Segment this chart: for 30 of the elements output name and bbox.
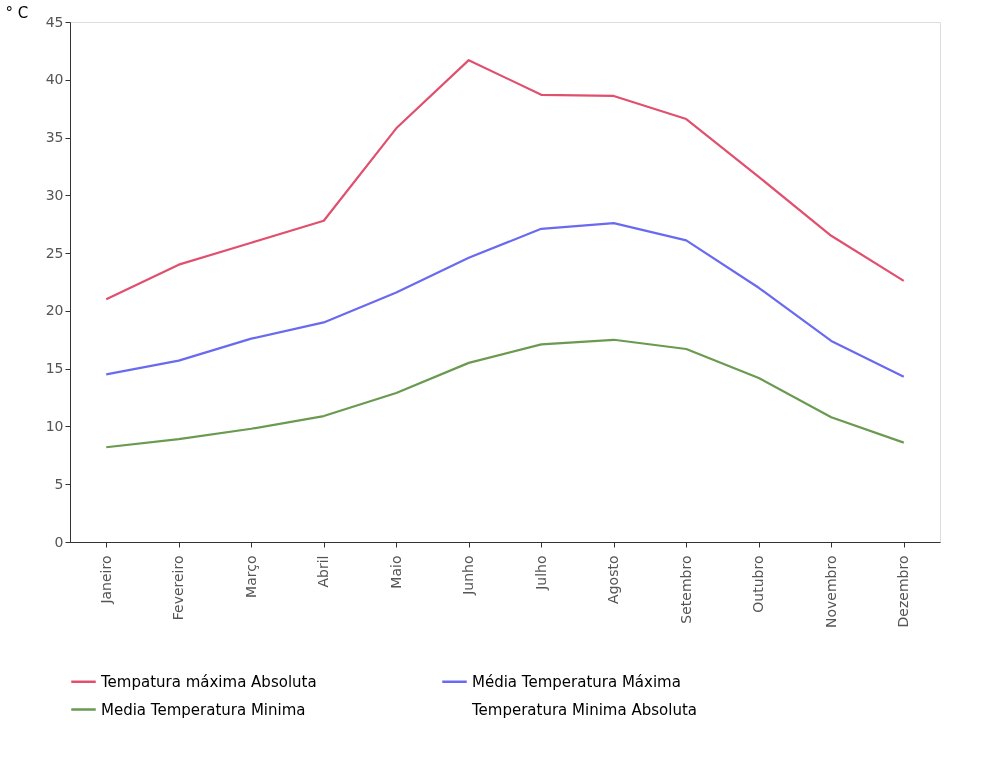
line-series bbox=[105, 59, 905, 301]
x-tick-label: Dezembro bbox=[895, 555, 912, 628]
x-tick-label: Fevereiro bbox=[170, 555, 187, 621]
y-tick-label: 35 bbox=[45, 129, 64, 146]
x-tick-label: Novembro bbox=[822, 555, 839, 628]
y-tick-label: 40 bbox=[45, 71, 64, 88]
legend-label: Tempatura máxima Absoluta bbox=[100, 672, 317, 691]
y-tick-label: 45 bbox=[45, 13, 64, 30]
y-tick-label: 20 bbox=[45, 302, 64, 319]
x-tick-label: Março bbox=[242, 555, 259, 598]
y-tick-label: 30 bbox=[45, 186, 64, 203]
x-tick-label: Janeiro bbox=[97, 555, 114, 605]
line-series bbox=[105, 221, 905, 378]
y-tick-label: 0 bbox=[54, 533, 64, 550]
y-tick-label: 10 bbox=[45, 417, 64, 434]
text: Temperatura Minima Absoluta bbox=[471, 700, 697, 719]
legend-label: Média Temperatura Máxima bbox=[472, 672, 681, 691]
y-tick-label: 15 bbox=[45, 360, 64, 377]
x-tick-label: Setembro bbox=[677, 555, 694, 624]
x-tick-label: Abril bbox=[315, 555, 332, 588]
y-tick-label: 5 bbox=[54, 475, 64, 492]
x-tick-label: Agosto bbox=[605, 555, 622, 604]
line-series bbox=[105, 338, 905, 449]
y-tick-label: 25 bbox=[45, 244, 64, 261]
x-tick-label: Maio bbox=[387, 555, 404, 589]
x-tick-label: Junho bbox=[460, 555, 477, 596]
x-tick-label: Julho bbox=[532, 555, 549, 591]
legend-label: Media Temperatura Minima bbox=[101, 700, 306, 719]
y-axis-title: ° C bbox=[5, 3, 29, 22]
x-tick-label: Outubro bbox=[750, 555, 767, 613]
